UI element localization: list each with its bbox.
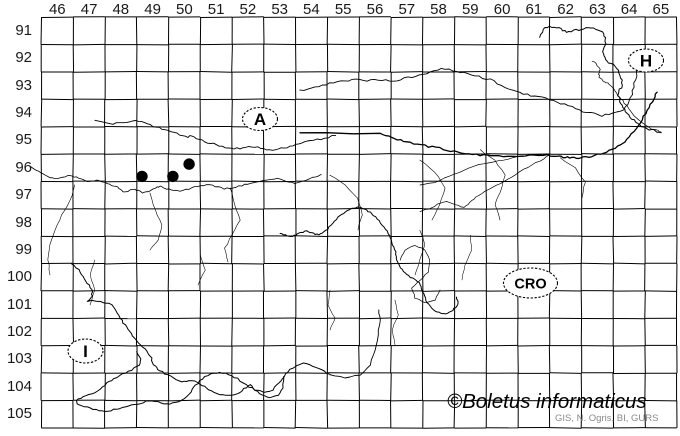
svg-text:CRO: CRO (514, 277, 546, 293)
svg-text:I: I (83, 342, 88, 361)
svg-text:H: H (640, 52, 652, 71)
svg-text:A: A (254, 110, 266, 129)
